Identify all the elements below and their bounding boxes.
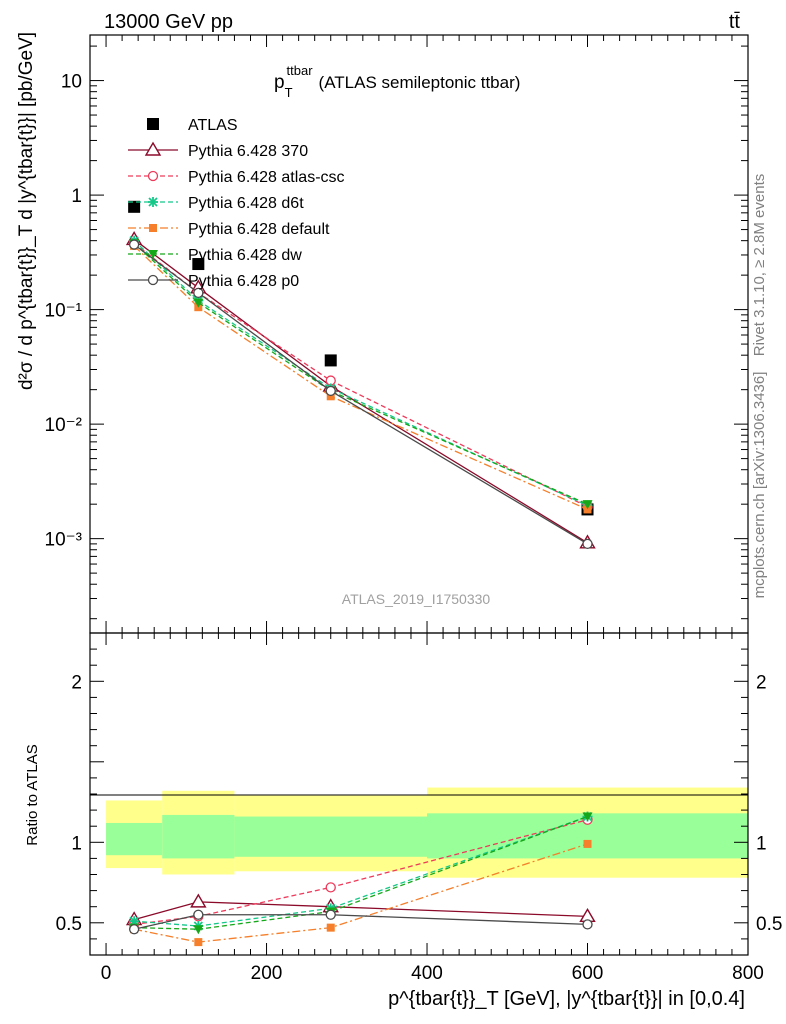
legend-marker bbox=[147, 170, 159, 182]
x-tick-label: 400 bbox=[411, 963, 443, 984]
data-point-atlas bbox=[128, 200, 141, 213]
ratio-panel-series bbox=[125, 811, 596, 947]
data-point-default bbox=[326, 392, 335, 401]
legend-label: Pythia 6.428 atlas-csc bbox=[188, 169, 345, 186]
series-line-dw bbox=[133, 242, 588, 505]
ratio-point-p0 bbox=[128, 924, 140, 935]
ratio-line-d6t bbox=[134, 815, 588, 927]
x-tick-label: 200 bbox=[251, 963, 283, 984]
ratio-point-p0 bbox=[582, 919, 593, 930]
main-panel-series bbox=[125, 200, 596, 550]
x-tick-label: 0 bbox=[101, 963, 112, 984]
legend-label: Pythia 6.428 p0 bbox=[188, 273, 299, 290]
ratio-y-tick-label-right: 2 bbox=[756, 672, 767, 693]
main-y-tick-label: 10⁻² bbox=[45, 415, 83, 436]
legend-label: Pythia 6.428 d6t bbox=[188, 195, 304, 212]
main-y-tick-label: 10⁻³ bbox=[45, 530, 83, 551]
ratio-y-tick-label-right: 0.5 bbox=[756, 914, 782, 935]
data-point-atlas bbox=[192, 258, 205, 271]
ratio-y-tick-label-left: 2 bbox=[71, 672, 82, 693]
data-point-p0 bbox=[582, 538, 593, 550]
legend-entry-atlas: ATLAS bbox=[147, 117, 238, 134]
data-point-p0 bbox=[325, 385, 336, 397]
ratio-y-tick-label-right: 1 bbox=[756, 833, 767, 854]
ratio-line-p0 bbox=[133, 914, 588, 930]
ratio-line-atlascsc bbox=[134, 819, 588, 926]
main-y-axis-label: d²σ / d p^{tbar{t}}_T d |y^{tbar{t}}| [p… bbox=[16, 32, 37, 390]
legend-marker bbox=[148, 250, 158, 259]
data-point-dw bbox=[193, 298, 204, 308]
legend-marker bbox=[147, 118, 159, 130]
legend-entry-p0: Pythia 6.428 p0 bbox=[128, 273, 299, 290]
legend-entry-p370: Pythia 6.428 370 bbox=[128, 141, 308, 160]
data-point-atlas bbox=[324, 354, 337, 367]
energy-label: 13000 GeV pp bbox=[104, 11, 233, 33]
legend-label: Pythia 6.428 dw bbox=[188, 247, 302, 264]
ratio-line-dw bbox=[134, 815, 588, 930]
main-y-tick-label: 1 bbox=[71, 186, 82, 207]
ratio-series-p0 bbox=[128, 909, 593, 935]
process-label: tt̄ bbox=[729, 11, 741, 33]
plot-title: pTttbar(ATLAS semileptonic ttbar) bbox=[274, 63, 520, 100]
legend-label: Pythia 6.428 370 bbox=[188, 143, 308, 160]
mcplots-label: mcplots.cern.ch [arXiv:1306.3436] bbox=[751, 372, 768, 599]
ratio-point-p0 bbox=[193, 909, 204, 920]
main-y-tick-label: 10 bbox=[61, 72, 82, 93]
ratio-line-default bbox=[134, 843, 588, 943]
ratio-point-default bbox=[583, 839, 592, 848]
legend-marker bbox=[144, 141, 162, 156]
legend-marker bbox=[149, 224, 157, 232]
data-point-default bbox=[583, 505, 592, 514]
x-axis-label: p^{tbar{t}}_T [GeV], |y^{tbar{t}}| in [0… bbox=[388, 988, 745, 1010]
legend-entry-default: Pythia 6.428 default bbox=[128, 221, 330, 238]
legend: ATLAS Pythia 6.428 370 Pythia 6.428 atlas-… bbox=[128, 117, 345, 290]
ratio-point-p0 bbox=[325, 909, 336, 920]
x-tick-label: 800 bbox=[732, 963, 764, 984]
band-inner-bin bbox=[162, 814, 235, 859]
ratio-point-default bbox=[194, 938, 203, 947]
data-point-p0 bbox=[128, 239, 140, 250]
ratio-y-tick-label-left: 0.5 bbox=[56, 914, 82, 935]
ratio-y-axis-label: Ratio to ATLAS bbox=[24, 744, 41, 845]
x-tick-label: 600 bbox=[572, 963, 604, 984]
ratio-point-p370 bbox=[190, 893, 207, 908]
data-point-dw bbox=[582, 500, 593, 510]
ratio-point-dw bbox=[193, 925, 204, 935]
legend-label: ATLAS bbox=[188, 117, 238, 134]
axis-ticks: 0 200 400 600 800 10⁻³ 10⁻² 10⁻¹ 1 10 0.5 0.5 1 1 2 2 bbox=[45, 35, 782, 984]
legend-entry-dw: Pythia 6.428 dw bbox=[128, 247, 302, 264]
band-inner-bin bbox=[106, 822, 163, 856]
analysis-id-label: ATLAS_2019_I1750330 bbox=[342, 591, 491, 607]
legend-marker bbox=[148, 197, 158, 207]
series-p0 bbox=[128, 239, 593, 550]
ratio-y-tick-label-left: 1 bbox=[71, 833, 82, 854]
ratio-uncertainty-bands bbox=[106, 787, 748, 878]
data-point-p0 bbox=[193, 287, 204, 299]
legend-entry-d6t: Pythia 6.428 d6t bbox=[128, 195, 304, 212]
ratio-line-p370 bbox=[133, 901, 588, 921]
rivet-version-label: Rivet 3.1.10, ≥ 2.8M events bbox=[751, 174, 768, 357]
series-line-default bbox=[133, 245, 588, 511]
main-y-tick-label: 10⁻¹ bbox=[45, 301, 83, 322]
legend-label: Pythia 6.428 default bbox=[188, 221, 330, 238]
series-line-p0 bbox=[133, 244, 588, 545]
band-inner-bin bbox=[234, 816, 428, 857]
legend-entry-atlascsc: Pythia 6.428 atlas-csc bbox=[128, 169, 345, 186]
ratio-point-dw bbox=[582, 812, 593, 822]
ratio-point-atlascsc bbox=[325, 882, 336, 893]
legend-marker bbox=[147, 274, 159, 286]
ratio-point-default bbox=[326, 923, 335, 932]
